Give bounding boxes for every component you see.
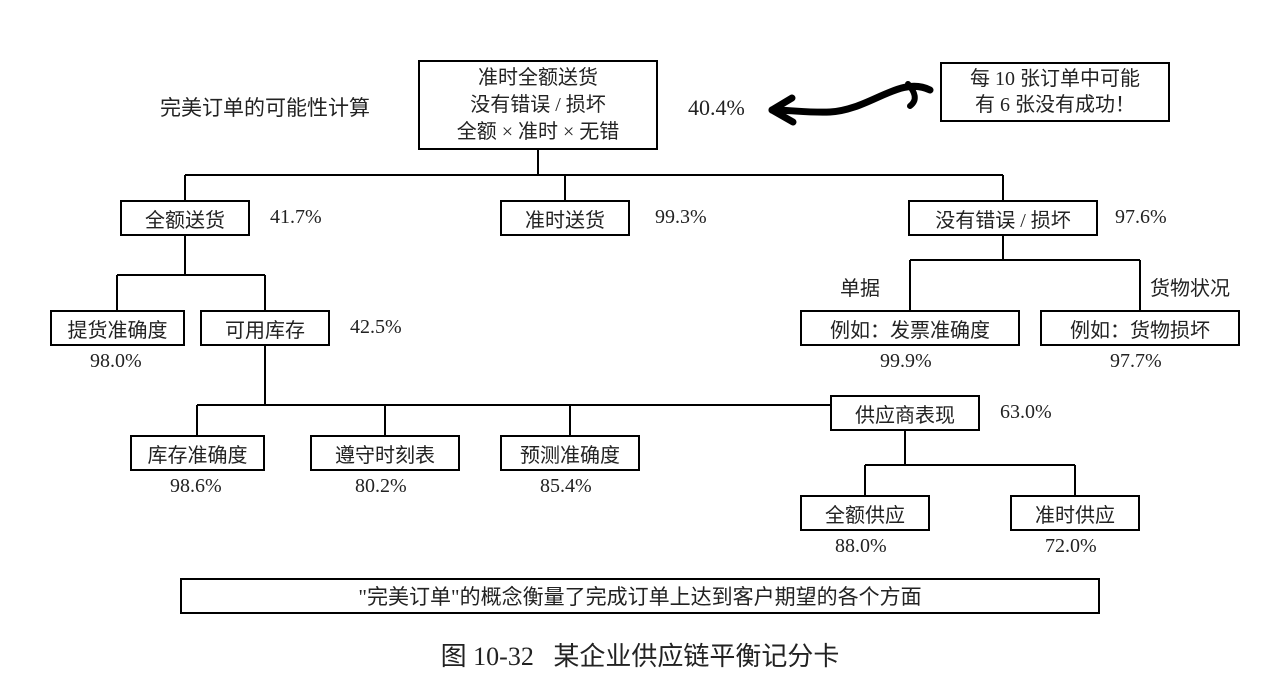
node-supfull-text: 全额供应 [825, 499, 905, 528]
node-damage-text: 例如：货物损坏 [1070, 314, 1210, 343]
node-top: 准时全额送货 没有错误 / 损坏 全额 × 准时 × 无错 [418, 60, 658, 150]
node-invoice-pct: 99.9% [880, 350, 932, 373]
node-ontime-text: 准时送货 [525, 204, 605, 233]
node-supfull-pct: 88.0% [835, 535, 887, 558]
node-suptime: 准时供应 [1010, 495, 1140, 531]
node-noerr: 没有错误 / 损坏 [908, 200, 1098, 236]
callout-line1: 每 10 张订单中可能 [970, 66, 1140, 92]
node-sched-pct: 80.2% [355, 475, 407, 498]
node-supplier-pct: 63.0% [1000, 401, 1052, 424]
node-suptime-pct: 72.0% [1045, 535, 1097, 558]
node-suptime-text: 准时供应 [1035, 499, 1115, 528]
footer-box: "完美订单"的概念衡量了完成订单上达到客户期望的各个方面 [180, 578, 1100, 614]
callout-arrow-icon [760, 70, 940, 130]
node-noerr-pct: 97.6% [1115, 206, 1167, 229]
node-forecast: 预测准确度 [500, 435, 640, 471]
callout-box: 每 10 张订单中可能 有 6 张没有成功！ [940, 62, 1170, 122]
node-ontime: 准时送货 [500, 200, 630, 236]
diagram-stage: 准时全额送货 没有错误 / 损坏 全额 × 准时 × 无错 40.4% 完美订单… [0, 0, 1280, 698]
node-top-line2: 没有错误 / 损坏 [470, 92, 606, 119]
node-invacc: 库存准确度 [130, 435, 265, 471]
node-forecast-pct: 85.4% [540, 475, 592, 498]
node-sched-text: 遵守时刻表 [335, 439, 435, 468]
node-avail-pct: 42.5% [350, 316, 402, 339]
node-pick-text: 提货准确度 [68, 314, 168, 343]
node-pick: 提货准确度 [50, 310, 185, 346]
node-full-pct: 41.7% [270, 206, 322, 229]
node-top-line1: 准时全额送货 [478, 65, 598, 92]
node-invoice-text: 例如：发票准确度 [830, 314, 990, 343]
top-pct-label: 40.4% [688, 95, 745, 121]
figure-title: 图 10-32 某企业供应链平衡记分卡 [0, 636, 1280, 673]
node-noerr-text: 没有错误 / 损坏 [935, 204, 1071, 233]
node-damage-pct: 97.7% [1110, 350, 1162, 373]
node-forecast-text: 预测准确度 [520, 439, 620, 468]
node-sched: 遵守时刻表 [310, 435, 460, 471]
node-damage: 例如：货物损坏 [1040, 310, 1240, 346]
noerr-right-branch-label: 货物状况 [1150, 272, 1230, 301]
node-supfull: 全额供应 [800, 495, 930, 531]
footer-text: "完美订单"的概念衡量了完成订单上达到客户期望的各个方面 [358, 581, 921, 611]
node-supplier: 供应商表现 [830, 395, 980, 431]
node-avail: 可用库存 [200, 310, 330, 346]
noerr-left-branch-label: 单据 [840, 272, 880, 301]
callout-line2: 有 6 张没有成功！ [975, 92, 1135, 118]
node-full-text: 全额送货 [145, 204, 225, 233]
node-full: 全额送货 [120, 200, 250, 236]
node-invacc-pct: 98.6% [170, 475, 222, 498]
node-supplier-text: 供应商表现 [855, 399, 955, 428]
node-top-line3: 全额 × 准时 × 无错 [457, 119, 620, 146]
node-invacc-text: 库存准确度 [148, 439, 248, 468]
node-pick-pct: 98.0% [90, 350, 142, 373]
side-left-label: 完美订单的可能性计算 [160, 92, 370, 122]
node-avail-text: 可用库存 [225, 314, 305, 343]
node-invoice: 例如：发票准确度 [800, 310, 1020, 346]
node-ontime-pct: 99.3% [655, 206, 707, 229]
